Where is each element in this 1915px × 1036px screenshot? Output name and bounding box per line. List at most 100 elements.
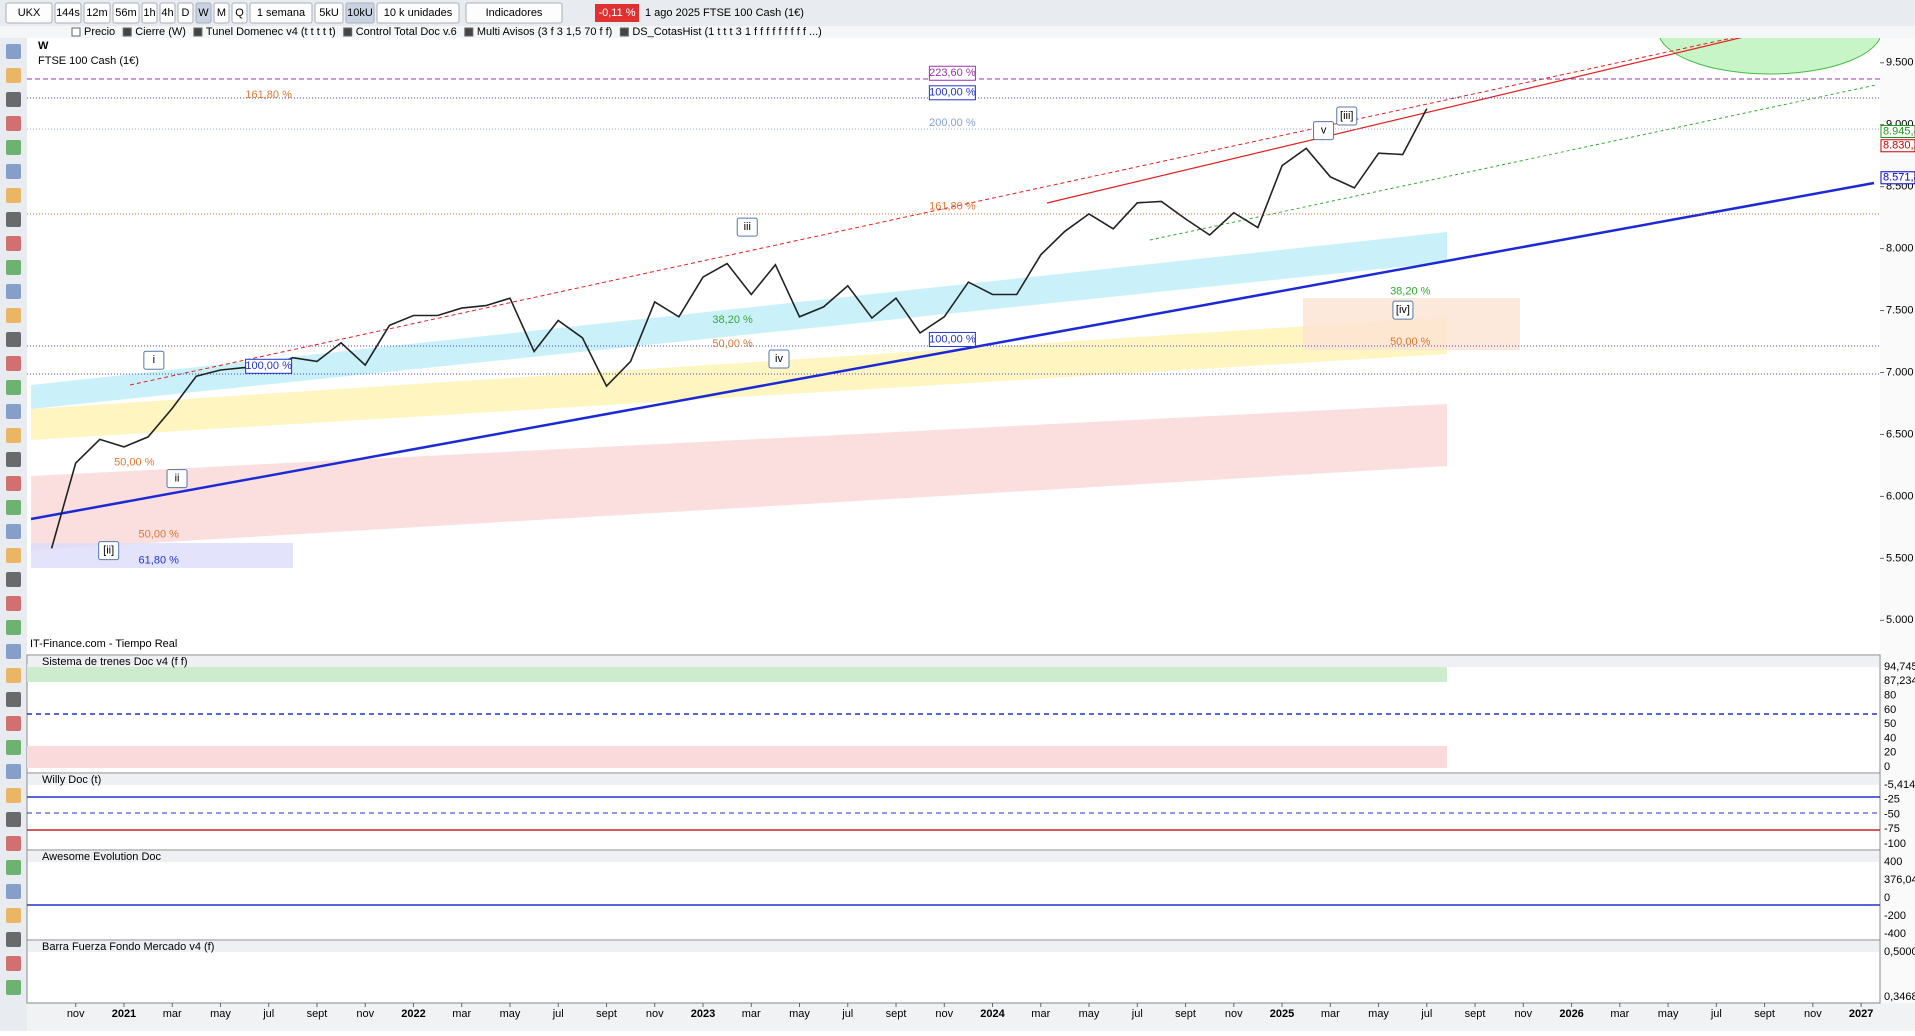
- tool-icon[interactable]: [6, 236, 21, 251]
- tool-icon[interactable]: [6, 572, 21, 587]
- tool-icon[interactable]: [6, 908, 21, 923]
- pane-axis-label: 0,5000: [1884, 946, 1915, 958]
- x-tick-label: jul: [1131, 1008, 1143, 1020]
- tool-icon[interactable]: [6, 716, 21, 731]
- tool-icon[interactable]: [6, 500, 21, 515]
- toolbar-button[interactable]: [83, 2, 111, 24]
- tool-icon[interactable]: [6, 68, 21, 83]
- legend-item: Cierre (W): [135, 26, 186, 38]
- tool-icon[interactable]: [6, 332, 21, 347]
- pane-axis-label: 20: [1884, 747, 1896, 759]
- toolbar-button[interactable]: [159, 2, 176, 24]
- tool-icon[interactable]: [6, 140, 21, 155]
- tool-icon[interactable]: [6, 668, 21, 683]
- price-flag: [1880, 124, 1915, 138]
- fib-label: 50,00 %: [139, 529, 180, 541]
- toolbar-button[interactable]: [141, 2, 158, 24]
- tool-icon[interactable]: [6, 356, 21, 371]
- x-tick-label: 2025: [1270, 1008, 1294, 1020]
- toolbar-label: 1 semana: [257, 7, 306, 19]
- y-tick-label: 8.000: [1886, 243, 1914, 255]
- x-tick-label: sept: [596, 1008, 617, 1020]
- tool-icon[interactable]: [6, 404, 21, 419]
- x-tick-label: mar: [742, 1008, 761, 1020]
- tool-icon[interactable]: [6, 428, 21, 443]
- wave-box: [98, 541, 120, 561]
- target-zone: [1659, 38, 1880, 75]
- tool-icon[interactable]: [6, 308, 21, 323]
- tool-icon[interactable]: [6, 812, 21, 827]
- band-yellow: [31, 317, 1447, 440]
- tool-icon[interactable]: [6, 188, 21, 203]
- tool-icon[interactable]: [6, 764, 21, 779]
- legend-check[interactable]: [464, 27, 474, 37]
- pane-axis-label: 94,745: [1884, 661, 1915, 673]
- x-tick-label: may: [1079, 1008, 1100, 1020]
- change: -0,11 %: [598, 7, 635, 19]
- tool-icon[interactable]: [6, 620, 21, 635]
- toolbar-label: 5kU: [319, 7, 339, 19]
- tool-icon[interactable]: [6, 476, 21, 491]
- fib-label: 50,00 %: [114, 457, 155, 469]
- toolbar-button[interactable]: [249, 2, 313, 24]
- wave-box: [768, 349, 790, 369]
- toolbar-button[interactable]: [112, 2, 140, 24]
- tool-icon[interactable]: [6, 596, 21, 611]
- tool-icon[interactable]: [6, 692, 21, 707]
- y-tick-label: 5.500: [1886, 552, 1914, 564]
- tool-icon[interactable]: [6, 260, 21, 275]
- tool-icon[interactable]: [6, 980, 21, 995]
- tool-icon[interactable]: [6, 524, 21, 539]
- tool-icon[interactable]: [6, 452, 21, 467]
- legend-check[interactable]: [193, 27, 203, 37]
- toolbar-button[interactable]: [345, 2, 375, 24]
- tool-icon[interactable]: [6, 548, 21, 563]
- toolbar-button[interactable]: [231, 2, 248, 24]
- fib-label: 100,00 %: [245, 360, 292, 372]
- x-tick-label: nov: [935, 1008, 953, 1020]
- y-tick-label: 6.000: [1886, 490, 1914, 502]
- tool-icon[interactable]: [6, 284, 21, 299]
- x-tick-label: 2022: [401, 1008, 425, 1020]
- tool-icon[interactable]: [6, 212, 21, 227]
- toolbar-button[interactable]: [195, 2, 212, 24]
- legend-bar: [0, 26, 1915, 38]
- toolbar-button[interactable]: [314, 2, 344, 24]
- toolbar-label: 56m: [115, 7, 136, 19]
- band-low: [27, 746, 1447, 768]
- fib-box: [245, 358, 293, 374]
- legend-check[interactable]: [122, 27, 132, 37]
- tool-icon[interactable]: [6, 644, 21, 659]
- x-tick-label: mar: [1321, 1008, 1340, 1020]
- tool-icon[interactable]: [6, 860, 21, 875]
- tool-icon[interactable]: [6, 740, 21, 755]
- legend-check[interactable]: [71, 27, 81, 37]
- legend-check[interactable]: [619, 27, 629, 37]
- toolbar-button[interactable]: [5, 2, 53, 24]
- tool-icon[interactable]: [6, 44, 21, 59]
- tool-icon[interactable]: [6, 836, 21, 851]
- toolbar-button[interactable]: [376, 2, 460, 24]
- toolbar-button[interactable]: [465, 2, 563, 24]
- tool-icon[interactable]: [6, 956, 21, 971]
- y-tick-label: 5.000: [1886, 614, 1914, 626]
- toolbar-button[interactable]: [177, 2, 194, 24]
- tool-icon[interactable]: [6, 380, 21, 395]
- toolbar-button[interactable]: [54, 2, 82, 24]
- tool-icon[interactable]: [6, 92, 21, 107]
- legend-check[interactable]: [343, 27, 353, 37]
- price-label: 8.571,8: [1883, 172, 1915, 184]
- toolbar-label: 4h: [161, 7, 173, 19]
- toolbar-button[interactable]: [213, 2, 230, 24]
- x-tick-label: jul: [841, 1008, 853, 1020]
- legend-item: Control Total Doc v.6: [356, 26, 457, 38]
- toolbar-label: 10kU: [347, 7, 373, 19]
- tool-icon[interactable]: [6, 932, 21, 947]
- tool-icon[interactable]: [6, 164, 21, 179]
- tool-icon[interactable]: [6, 788, 21, 803]
- tool-icon[interactable]: [6, 884, 21, 899]
- price-label: 8.830,2: [1883, 140, 1915, 152]
- tool-icon[interactable]: [6, 116, 21, 131]
- wave-box: [166, 469, 188, 489]
